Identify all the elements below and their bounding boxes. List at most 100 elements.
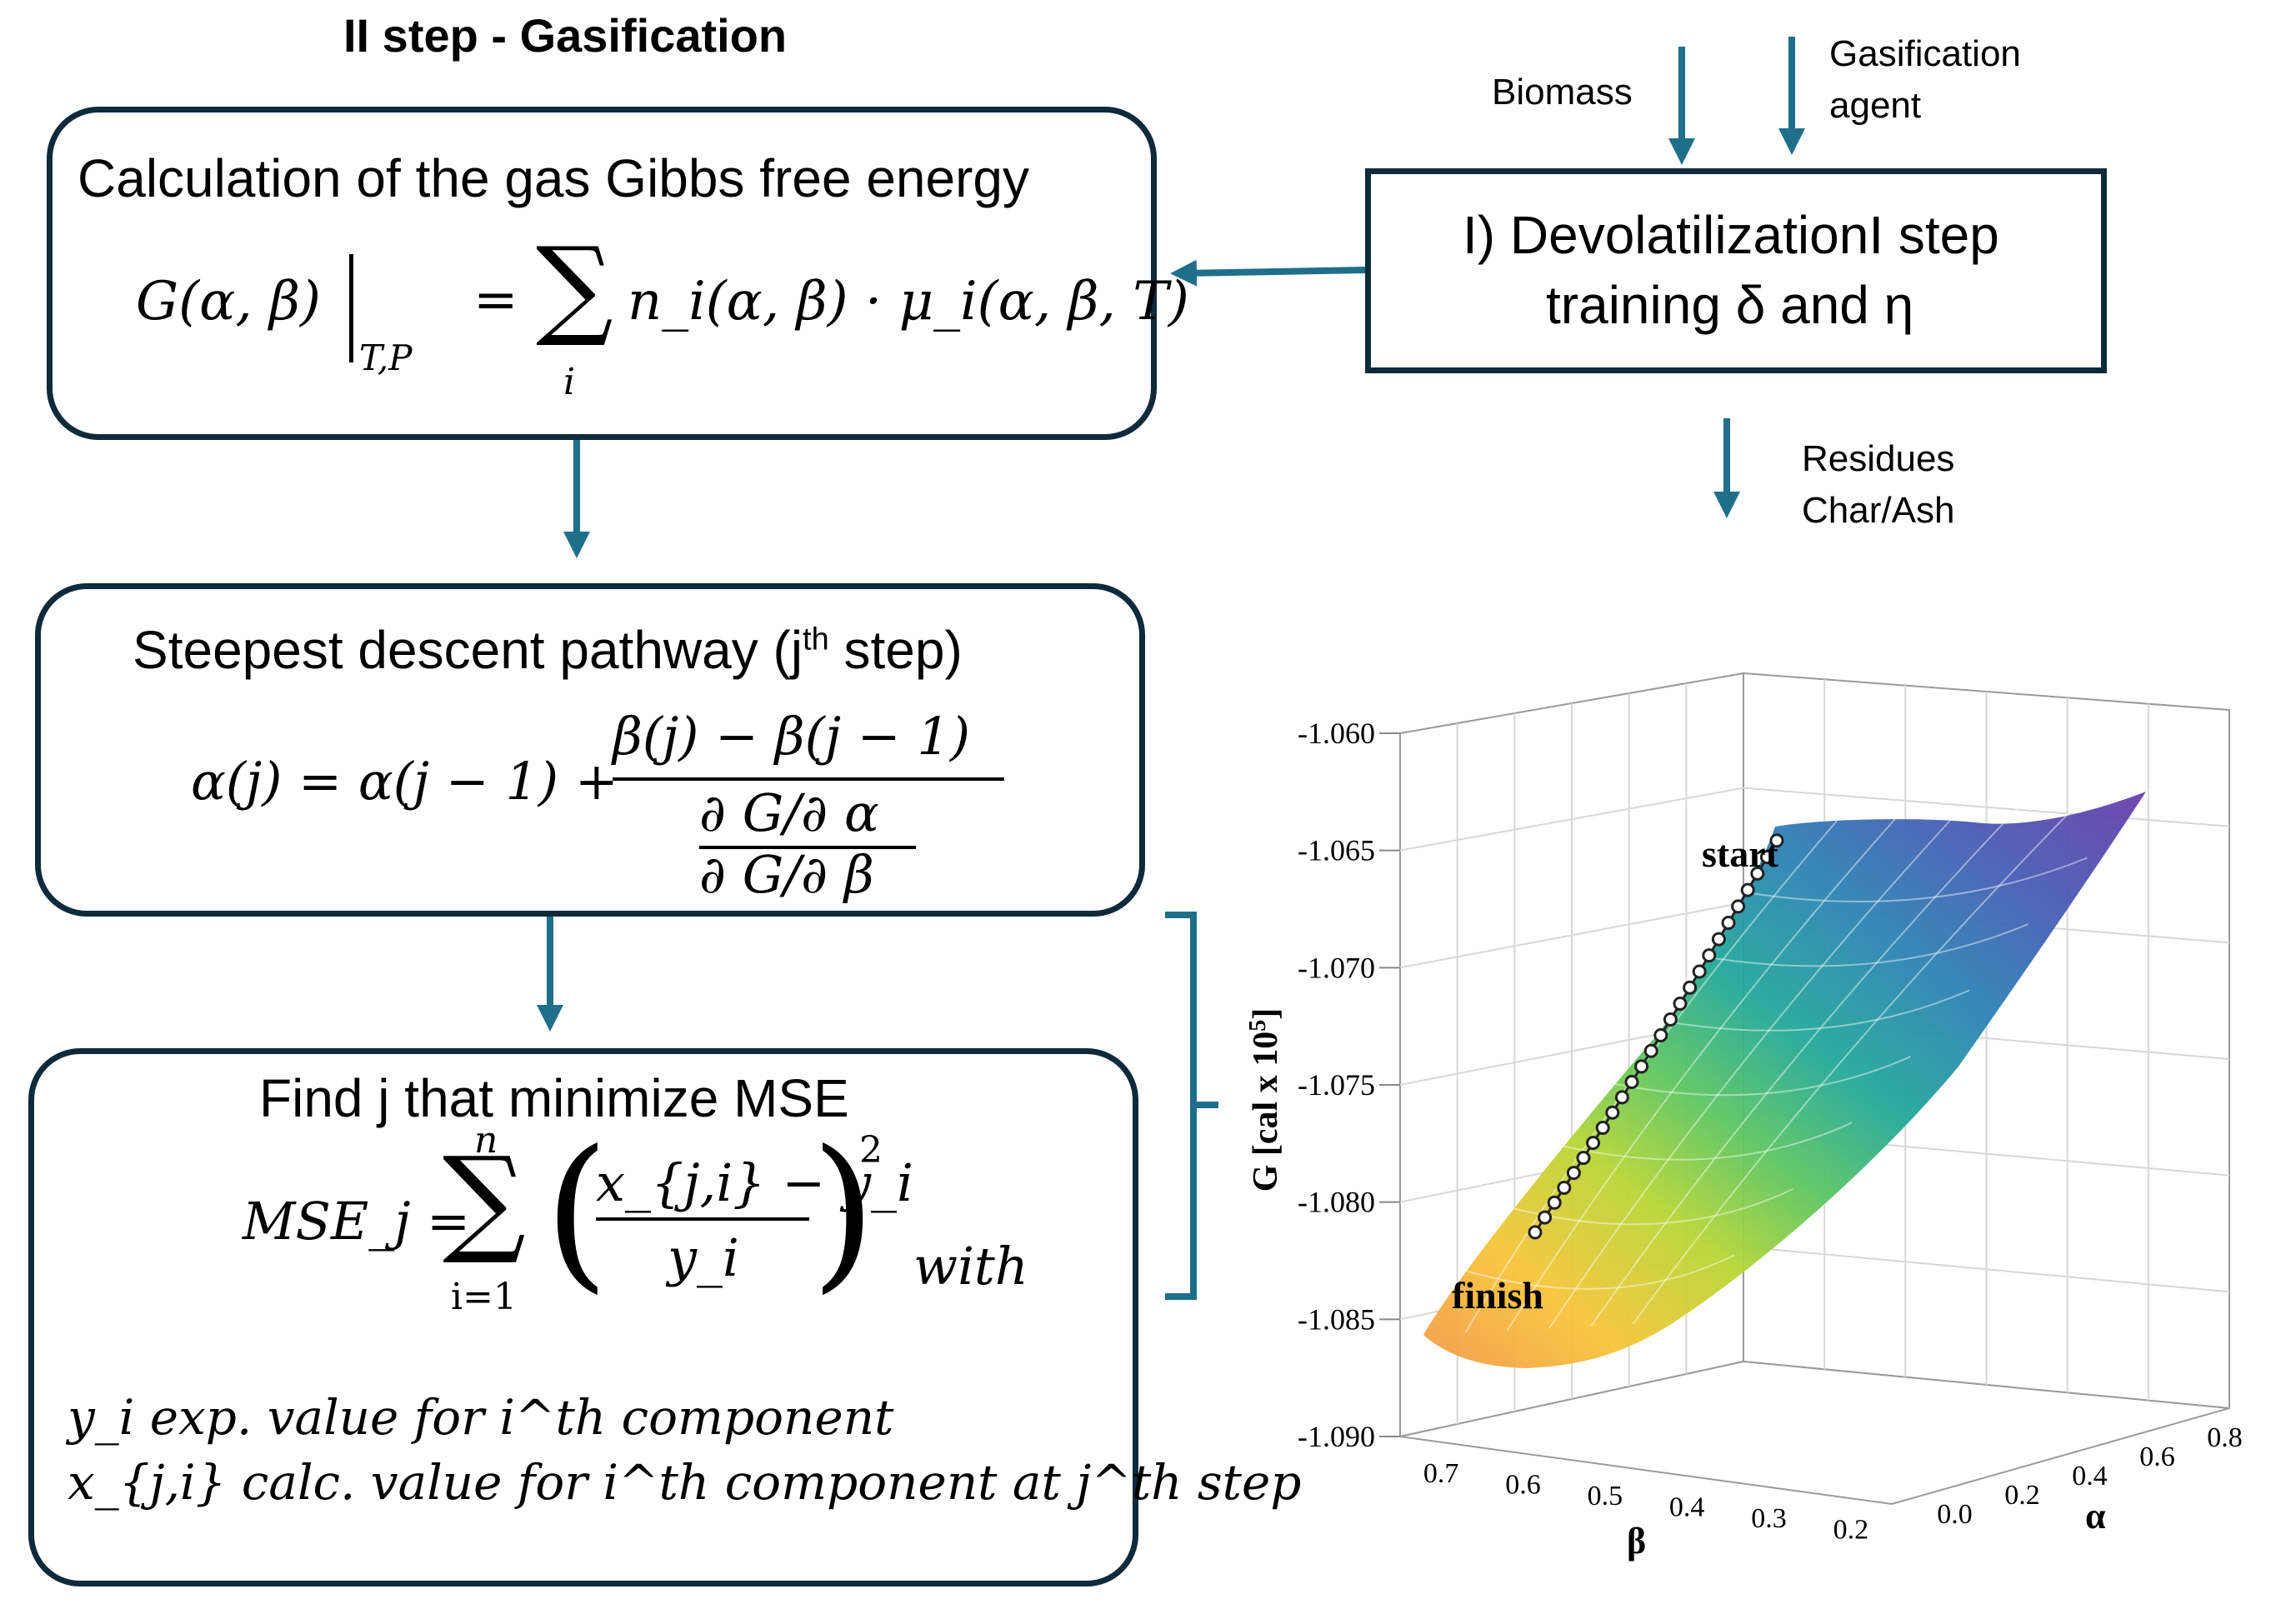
mesh-line	[1731, 857, 2088, 902]
mse-sum-lower: i=1	[451, 1276, 517, 1318]
mesh-line	[1511, 1188, 1793, 1226]
z-label-main: G [cal x 10	[1247, 1032, 1285, 1192]
steepest-frac-den-den: ∂ G/∂ β	[699, 844, 874, 905]
biomass-label: Biomass	[1492, 72, 1633, 112]
mse-title: Find j that minimize MSE	[259, 1068, 849, 1128]
descent-point	[1557, 1180, 1572, 1195]
sum-index: i	[563, 361, 576, 403]
surface	[1423, 792, 2146, 1368]
mesh-line	[1598, 1056, 1911, 1097]
gasification-agent-label-1: Gasification	[1829, 33, 2021, 74]
alpha-tick-label: 0.4	[2072, 1461, 2108, 1492]
descent-point	[1528, 1225, 1543, 1240]
residues-label-1: Residues	[1802, 438, 1955, 479]
beta-tick-label: 0.3	[1751, 1503, 1787, 1534]
z-tick-label: -1.065	[1298, 834, 1375, 867]
descent-point	[1624, 1074, 1639, 1089]
finish-annotation: finish	[1452, 1274, 1543, 1317]
z-label-end: ]	[1247, 1008, 1285, 1020]
steepest-title-sup: th	[803, 622, 829, 657]
z-tick-label: -1.060	[1298, 717, 1375, 750]
z-tick-label: -1.085	[1298, 1302, 1375, 1336]
mesh-line	[1506, 814, 1900, 1332]
descent-point	[1547, 1195, 1562, 1210]
surface-chart: start finish -1.060 -1.065 -1.070 -1.075 -1.…	[1245, 672, 2243, 1562]
mesh-line	[1643, 989, 1970, 1032]
alpha-tick-label: 0.6	[2139, 1442, 2175, 1472]
residues-label-2: Char/Ash	[1802, 490, 1955, 531]
mse-formula-lhs: MSE_j =	[243, 1191, 471, 1252]
mesh-line	[1687, 923, 2029, 967]
alpha-tick-label: 0.2	[2004, 1480, 2040, 1511]
mse-def-y: y_i exp. value for i^th component	[68, 1389, 894, 1446]
descent-path-points	[1528, 833, 1784, 1240]
z-tick-label: -1.075	[1298, 1068, 1375, 1102]
steepest-frac-num: β(j) − β(j − 1)	[613, 706, 971, 767]
mesh-line	[1548, 808, 1962, 1329]
descent-point	[1759, 850, 1774, 865]
mse-frac-line	[596, 1217, 809, 1221]
descent-point	[1605, 1105, 1620, 1120]
gibbs-formula: G(α, β) T,P = ∑ i n_i(α, β) · μ_i(α, β, …	[136, 232, 1189, 404]
descent-point	[1740, 882, 1755, 897]
descent-point	[1731, 899, 1746, 914]
beta-tick-label: 0.7	[1423, 1458, 1459, 1489]
descent-point	[1702, 948, 1717, 963]
descent-point	[1721, 916, 1736, 931]
step2-title: II step - Gasification	[343, 9, 788, 62]
alpha-tick-label: 0.8	[2207, 1422, 2243, 1453]
descent-point	[1769, 833, 1784, 848]
beta-axis-ticks: 0.7 0.6 0.5 0.4 0.3 0.2	[1423, 1458, 1868, 1546]
mse-right-paren: )	[811, 1115, 877, 1309]
descent-point	[1711, 932, 1726, 947]
z-axis-label: G [cal x 105]	[1245, 1008, 1285, 1192]
devol-to-gibbs-arrow	[1170, 259, 1366, 287]
mesh-line	[1555, 1122, 1853, 1161]
devolatilization-box: I) DevolatilizationI step training δ and…	[1365, 168, 2107, 373]
steepest-frac-line	[613, 777, 1004, 781]
mse-sum-symbol: ∑	[443, 1132, 526, 1268]
mesh-line	[1590, 802, 2023, 1327]
z-tick-label: -1.090	[1298, 1420, 1375, 1453]
mse-frac-num: x_{j,i} − y_i	[596, 1152, 913, 1213]
mesh-line	[1467, 1254, 1735, 1290]
surface-mesh	[1464, 797, 2088, 1333]
mse-sum-upper: n	[474, 1119, 498, 1162]
mesh-line	[1632, 797, 2085, 1325]
gibbs-formula-subscript: T,P	[359, 337, 413, 378]
mse-def-x: x_{j,i} calc. value for i^th component a…	[68, 1454, 1302, 1511]
alpha-axis-ticks: 0.0 0.2 0.4 0.6 0.8	[1937, 1422, 2243, 1530]
beta-tick-label: 0.6	[1505, 1469, 1541, 1500]
descent-point	[1586, 1136, 1601, 1151]
mse-box: Find j that minimize MSE MSE_j = n ∑ i=1…	[28, 1048, 1301, 1587]
descent-point	[1663, 1012, 1678, 1027]
descent-point	[1653, 1027, 1668, 1042]
mse-left-paren: (	[544, 1115, 610, 1309]
descent-point	[1643, 1043, 1658, 1058]
z-tick-label: -1.070	[1298, 951, 1375, 984]
descent-point	[1683, 980, 1698, 995]
gibbs-formula-rhs: n_i(α, β) · μ_i(α, β, T)	[628, 271, 1189, 332]
mse-exponent: 2	[859, 1129, 883, 1172]
gibbs-formula-equals: =	[473, 269, 518, 331]
descent-point	[1692, 964, 1707, 979]
mse-with: with	[913, 1236, 1028, 1297]
alpha-tick-label: 0.0	[1937, 1499, 1973, 1530]
descent-point	[1750, 866, 1765, 881]
beta-tick-label: 0.5	[1588, 1481, 1623, 1512]
descent-point	[1634, 1059, 1649, 1074]
beta-tick-label: 0.2	[1833, 1514, 1869, 1545]
start-annotation: start	[1702, 832, 1779, 875]
gibbs-energy-box: Calculation of the gas Gibbs free energy…	[47, 107, 1189, 440]
steepest-frac-den-num: ∂ G/∂ α	[699, 782, 879, 843]
steepest-descent-title: Steepest descent pathway (jth step)	[133, 619, 963, 681]
descent-point	[1538, 1210, 1553, 1225]
loop-bracket	[1165, 912, 1218, 1300]
sum-symbol: ∑	[536, 223, 613, 350]
descent-point	[1595, 1120, 1610, 1135]
gasification-agent-label-2: agent	[1829, 85, 1922, 126]
evaluation-bar	[349, 254, 353, 362]
devolatilization-line1: I) DevolatilizationI step	[1463, 205, 1999, 265]
devolatilization-line2: training δ and η	[1546, 275, 1914, 335]
